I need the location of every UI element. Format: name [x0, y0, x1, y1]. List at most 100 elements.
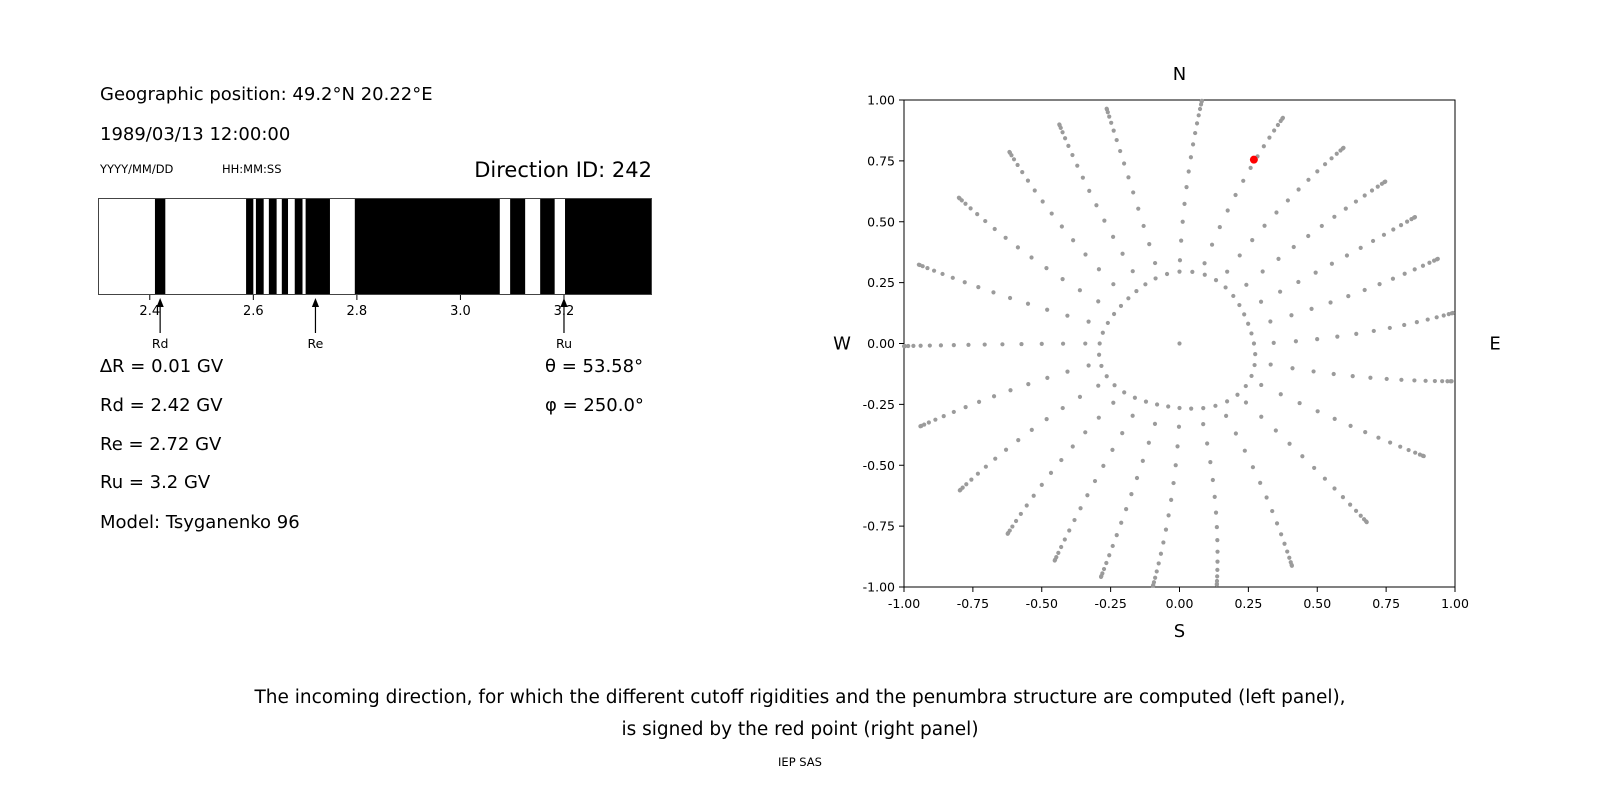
- direction-grid-point: [1311, 369, 1316, 374]
- direction-grid-point: [1235, 392, 1240, 397]
- direction-grid-point: [1015, 162, 1020, 168]
- penumbra-barcode-plot: 2.4 2.6 2.8 3.0 3.2Rd Re Ru: [98, 198, 652, 351]
- direction-grid-point: [1060, 276, 1065, 282]
- direction-grid-point: [1184, 185, 1189, 190]
- direction-grid-point: [1348, 502, 1353, 507]
- direction-grid-point: [1007, 295, 1013, 301]
- direction-grid-point: [1199, 98, 1204, 103]
- direction-grid-point: [1341, 145, 1346, 150]
- marker-arrow-head: [560, 298, 568, 307]
- y-tick-label: 0.25: [867, 275, 895, 290]
- x-tick-label: -0.25: [1094, 596, 1126, 611]
- direction-grid-point: [1177, 405, 1182, 411]
- direction-grid-point: [1213, 510, 1219, 515]
- direction-grid-point: [1250, 465, 1256, 470]
- direction-grid-point: [938, 343, 944, 348]
- direction-grid-point: [1110, 447, 1115, 452]
- direction-grid-point: [1412, 215, 1418, 220]
- direction-scatter-plot: -1.00 -0.75 -0.50 -0.25 0.00 0.25 0.50 0.75 1.00…: [833, 64, 1501, 642]
- direction-grid-point: [1077, 394, 1083, 399]
- direction-grid-point: [1398, 223, 1404, 228]
- compass-south-label: S: [1174, 621, 1185, 642]
- direction-grid-point: [1445, 379, 1450, 384]
- direction-grid-point: [1059, 544, 1064, 550]
- direction-grid-point: [1173, 463, 1178, 468]
- direction-grid-point: [1126, 296, 1131, 301]
- direction-grid-point: [1434, 315, 1439, 320]
- direction-grid-point: [926, 420, 931, 425]
- direction-grid-point: [1020, 169, 1025, 175]
- direction-grid-point: [1109, 120, 1114, 125]
- direction-grid-point: [1007, 149, 1012, 155]
- direction-grid-point: [1143, 399, 1149, 404]
- direction-grid-point: [1296, 279, 1301, 285]
- direction-grid-point: [1040, 199, 1045, 204]
- y-tick-label: 0.00: [867, 336, 895, 351]
- direction-grid-point: [1249, 331, 1254, 336]
- direction-grid-point: [1048, 470, 1054, 476]
- caption-line-2: is signed by the red point (right panel): [621, 719, 979, 740]
- direction-grid-point: [1322, 476, 1327, 481]
- direction-grid-point: [1131, 190, 1136, 195]
- direction-grid-point: [1312, 465, 1317, 471]
- direction-grid-point: [1096, 299, 1101, 304]
- direction-grid-point: [1180, 219, 1185, 224]
- direction-grid-point: [1096, 415, 1101, 420]
- penumbra-black-band: [540, 198, 555, 295]
- direction-grid-point: [966, 342, 971, 347]
- direction-grid-point: [1197, 106, 1203, 112]
- direction-grid-point: [1275, 122, 1281, 128]
- direction-grid-point: [1129, 492, 1134, 497]
- direction-grid-point: [1335, 334, 1340, 339]
- direction-grid-point: [1214, 582, 1219, 587]
- direction-grid-point: [1015, 245, 1020, 250]
- direction-grid-point: [1111, 282, 1116, 287]
- direction-grid-point: [1329, 156, 1334, 161]
- direction-grid-point: [1315, 337, 1320, 342]
- direction-grid-point: [1391, 227, 1396, 232]
- direction-grid-point: [1249, 373, 1254, 379]
- x-tick-label: -0.75: [957, 596, 989, 611]
- direction-grid-point: [1201, 406, 1206, 411]
- model-label: Model: Tsyganenko 96: [100, 512, 300, 533]
- direction-grid-point: [1060, 341, 1066, 346]
- direction-grid-point: [1381, 232, 1387, 237]
- direction-grid-point: [1250, 238, 1255, 243]
- direction-grid-point: [1065, 313, 1070, 318]
- direction-grid-point: [927, 343, 932, 348]
- direction-grid-point: [1279, 532, 1284, 537]
- y-tick-label: 0.75: [867, 153, 895, 168]
- direction-grid-point: [1190, 142, 1196, 147]
- penumbra-plot-border: [98, 198, 652, 295]
- direction-grid-point: [1213, 278, 1219, 283]
- direction-grid-point: [1097, 341, 1102, 346]
- direction-grid-point: [1024, 503, 1029, 508]
- direction-grid-point: [1377, 282, 1382, 287]
- penumbra-black-band: [268, 198, 277, 295]
- direction-grid-point: [1154, 402, 1160, 407]
- direction-grid-point: [1423, 378, 1428, 383]
- direction-grid-point: [918, 424, 923, 429]
- direction-grid-point: [1154, 569, 1159, 574]
- direction-grid-point: [1343, 206, 1348, 211]
- caption-line-1: The incoming direction, for which the di…: [254, 687, 1346, 708]
- direction-grid-point: [1362, 193, 1367, 198]
- direction-grid-point: [1029, 255, 1034, 260]
- direction-grid-point: [1083, 252, 1088, 257]
- direction-grid-point: [1060, 405, 1065, 411]
- direction-grid-point: [1285, 549, 1290, 554]
- direction-grid-point: [1060, 130, 1065, 135]
- direction-grid-point: [1332, 214, 1337, 219]
- direction-grid-point: [1110, 234, 1116, 239]
- credit-label: IEP SAS: [778, 755, 822, 769]
- direction-grid-point: [1114, 532, 1119, 538]
- direction-grid-point: [1309, 306, 1314, 311]
- direction-grid-point: [1025, 178, 1031, 183]
- direction-grid-point: [1213, 403, 1218, 408]
- direction-grid-point: [1241, 178, 1246, 183]
- direction-grid-point: [1025, 301, 1031, 306]
- direction-grid-point: [1289, 313, 1294, 318]
- direction-grid-point: [940, 271, 945, 277]
- direction-grid-point: [1402, 322, 1407, 328]
